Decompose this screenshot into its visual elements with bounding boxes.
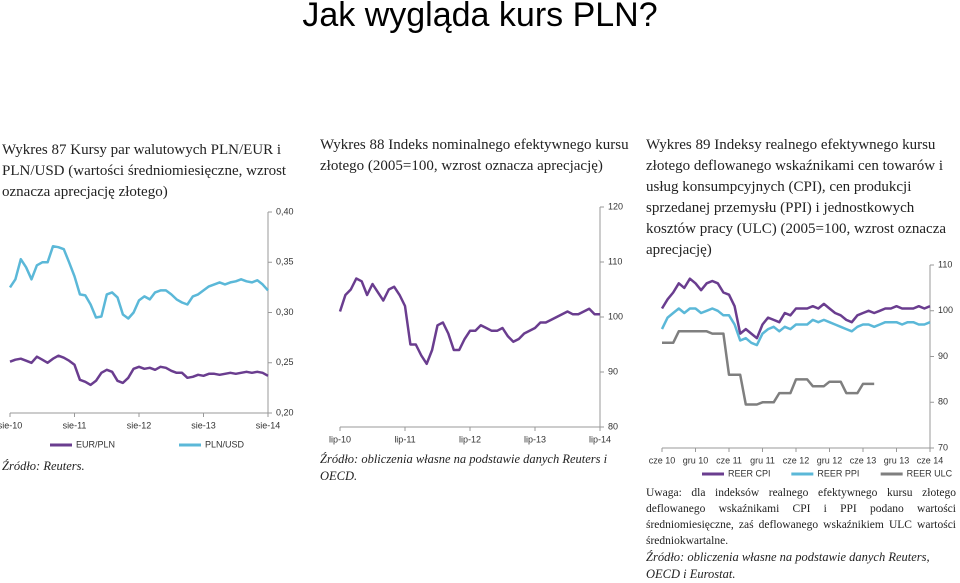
legend-label: REER ULC <box>907 468 953 478</box>
series-line <box>660 307 931 347</box>
y-tick-label: 120 <box>608 201 623 211</box>
series-line <box>8 244 269 320</box>
source: Źródło: obliczenia własne na podstawie d… <box>646 550 930 581</box>
chart-title: Wykres 87 Kursy par walutowych PLN/EUR i… <box>2 142 287 200</box>
series-line <box>660 277 931 340</box>
x-tick-label: cze 13 <box>850 455 877 465</box>
x-tick-label: lip-10 <box>329 434 351 444</box>
x-tick-label: gru 13 <box>884 455 910 465</box>
y-tick-label: 80 <box>938 397 948 407</box>
y-tick-label: 90 <box>938 351 948 361</box>
y-tick-label: 0,25 <box>276 357 294 367</box>
x-tick-label: gru 12 <box>817 455 843 465</box>
legend-label: REER CPI <box>728 468 771 478</box>
y-tick-label: 0,20 <box>276 407 294 417</box>
y-tick-label: 90 <box>608 366 618 376</box>
x-tick-label: sie-14 <box>256 420 281 430</box>
y-tick-label: 110 <box>938 259 952 269</box>
x-tick-label: sie-13 <box>191 420 216 430</box>
y-tick-label: 70 <box>938 442 948 452</box>
x-tick-label: lip-13 <box>524 434 546 444</box>
note: Uwaga: dla indeksów realnego efektywnego… <box>646 487 956 547</box>
chart-title: Wykres 88 Indeks nominalnego efektywnego… <box>320 137 629 174</box>
series-line <box>338 277 600 366</box>
source: Źródło: obliczenia własne na podstawie d… <box>320 452 608 483</box>
y-tick-label: 0,40 <box>276 206 294 216</box>
legend-label: EUR/PLN <box>76 439 115 449</box>
slide-title: Jak wygląda kurs PLN? <box>302 0 658 34</box>
x-tick-label: cze 14 <box>917 455 944 465</box>
x-tick-label: gru 10 <box>683 455 709 465</box>
series-line <box>9 354 269 387</box>
x-tick-label: gru 11 <box>750 455 775 465</box>
chart-title: Wykres 89 Indeksy realnego efektywnego k… <box>646 137 947 258</box>
source: Źródło: Reuters. <box>2 459 85 473</box>
y-tick-label: 0,35 <box>276 257 294 267</box>
x-tick-label: sie-12 <box>127 420 152 430</box>
legend-label: REER PPI <box>817 468 859 478</box>
x-tick-label: cze 11 <box>716 455 742 465</box>
y-tick-label: 0,30 <box>276 307 294 317</box>
y-tick-label: 100 <box>938 305 953 315</box>
y-tick-label: 80 <box>608 421 618 431</box>
x-tick-label: sie-11 <box>63 420 87 430</box>
y-tick-label: 100 <box>608 311 623 321</box>
x-tick-label: lip-12 <box>459 434 481 444</box>
x-tick-label: lip-11 <box>394 434 415 444</box>
x-tick-label: cze 10 <box>649 455 676 465</box>
x-tick-label: cze 12 <box>783 455 810 465</box>
legend-label: PLN/USD <box>205 439 245 449</box>
x-tick-label: lip-14 <box>589 434 611 444</box>
y-tick-label: 110 <box>608 256 622 266</box>
x-tick-label: sie-10 <box>0 420 22 430</box>
series-line <box>662 330 875 406</box>
